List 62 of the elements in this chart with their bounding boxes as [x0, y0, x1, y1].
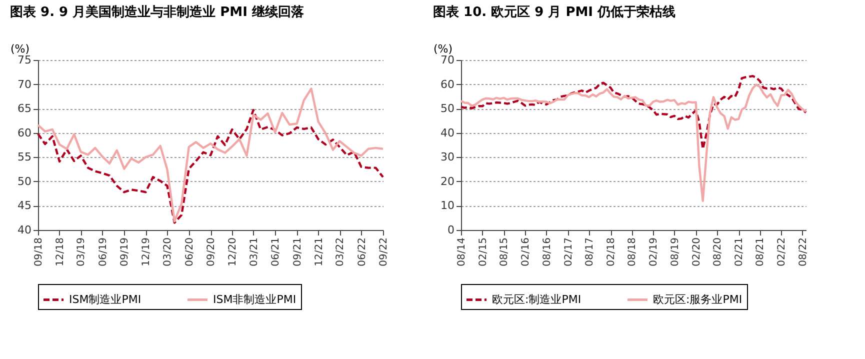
y-axis-title: (%): [10, 42, 30, 56]
x-tick-label: 03/19: [76, 238, 88, 266]
x-tick-label: 03/20: [162, 238, 174, 266]
x-tick-label: 12/21: [314, 238, 325, 266]
line-series: [36, 88, 384, 222]
y-tick-label: 45: [18, 199, 32, 212]
legend-label: 欧元区:制造业PMI: [492, 292, 582, 306]
y-tick-label: 65: [18, 102, 32, 116]
y-tick-label: 30: [440, 150, 454, 164]
x-tick-label: 02/18: [606, 238, 618, 266]
x-tick-label: 12/19: [141, 238, 152, 266]
y-axis-title: (%): [434, 42, 453, 56]
x-tick-label: 08/20: [712, 238, 724, 266]
x-tick-label: 03/21: [248, 238, 260, 266]
x-tick-label: 08/18: [627, 238, 638, 266]
x-tick-label: 06/21: [270, 238, 282, 266]
y-tick-label: 60: [440, 78, 454, 91]
x-tick-label: 09/22: [378, 238, 390, 266]
y-tick-label: 50: [440, 102, 454, 116]
y-tick-label: 70: [18, 78, 32, 91]
x-tick-label: 09/20: [206, 238, 218, 266]
y-tick-label: 40: [440, 126, 454, 140]
legend-label: 欧元区:服务业PMI: [653, 292, 742, 306]
chart-title: 图表 10. 欧元区 9 月 PMI 仍低于荣枯线: [433, 5, 676, 20]
x-tick-label: 08/17: [584, 238, 596, 266]
x-tick-label: 08/14: [456, 238, 468, 266]
x-tick-label: 08/22: [798, 238, 809, 266]
x-tick-label: 08/15: [499, 238, 510, 266]
x-tick-label: 09/19: [120, 238, 131, 266]
x-tick-label: 03/22: [335, 238, 346, 266]
x-tick-label: 09/18: [34, 238, 44, 266]
x-tick-label: 08/16: [542, 238, 553, 266]
y-tick-label: 40: [18, 224, 32, 236]
x-tick-label: 02/17: [563, 238, 574, 266]
y-tick-label: 50: [18, 174, 32, 188]
x-tick-label: 06/22: [356, 238, 368, 266]
chart-title: 图表 9. 9 月美国制造业与非制造业 PMI 继续回落: [10, 4, 305, 20]
x-tick-label: 06/20: [184, 238, 196, 266]
legend-label: ISM非制造业PMI: [213, 292, 296, 306]
y-tick-label: 60: [18, 126, 32, 140]
x-tick-label: 06/19: [98, 238, 109, 266]
y-tick-label: 20: [440, 174, 454, 188]
line-series: [36, 108, 384, 224]
y-tick-label: 55: [18, 150, 32, 164]
x-tick-label: 02/16: [520, 238, 532, 266]
y-tick-label: 0: [448, 224, 454, 236]
legend-label: ISM制造业PMI: [69, 292, 142, 306]
x-tick-label: 09/21: [292, 238, 304, 266]
y-tick-label: 10: [440, 199, 454, 212]
x-tick-label: 02/19: [648, 238, 660, 266]
line-series: [460, 74, 808, 150]
x-tick-label: 02/15: [478, 238, 489, 266]
y-tick-label: 75: [18, 54, 32, 66]
x-tick-label: 12/18: [54, 238, 66, 266]
line-series: [460, 84, 808, 202]
x-tick-label: 08/19: [670, 238, 681, 266]
x-tick-label: 08/21: [755, 238, 766, 266]
x-tick-label: 02/20: [691, 238, 702, 266]
x-tick-label: 02/22: [776, 238, 788, 266]
x-tick-label: 12/20: [228, 238, 239, 266]
y-tick-label: 70: [440, 54, 454, 66]
x-tick-label: 02/21: [734, 238, 746, 266]
